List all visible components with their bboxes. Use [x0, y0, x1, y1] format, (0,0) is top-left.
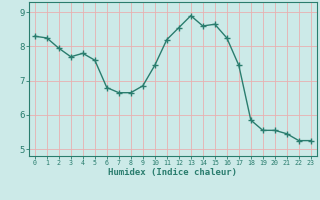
X-axis label: Humidex (Indice chaleur): Humidex (Indice chaleur) — [108, 168, 237, 177]
